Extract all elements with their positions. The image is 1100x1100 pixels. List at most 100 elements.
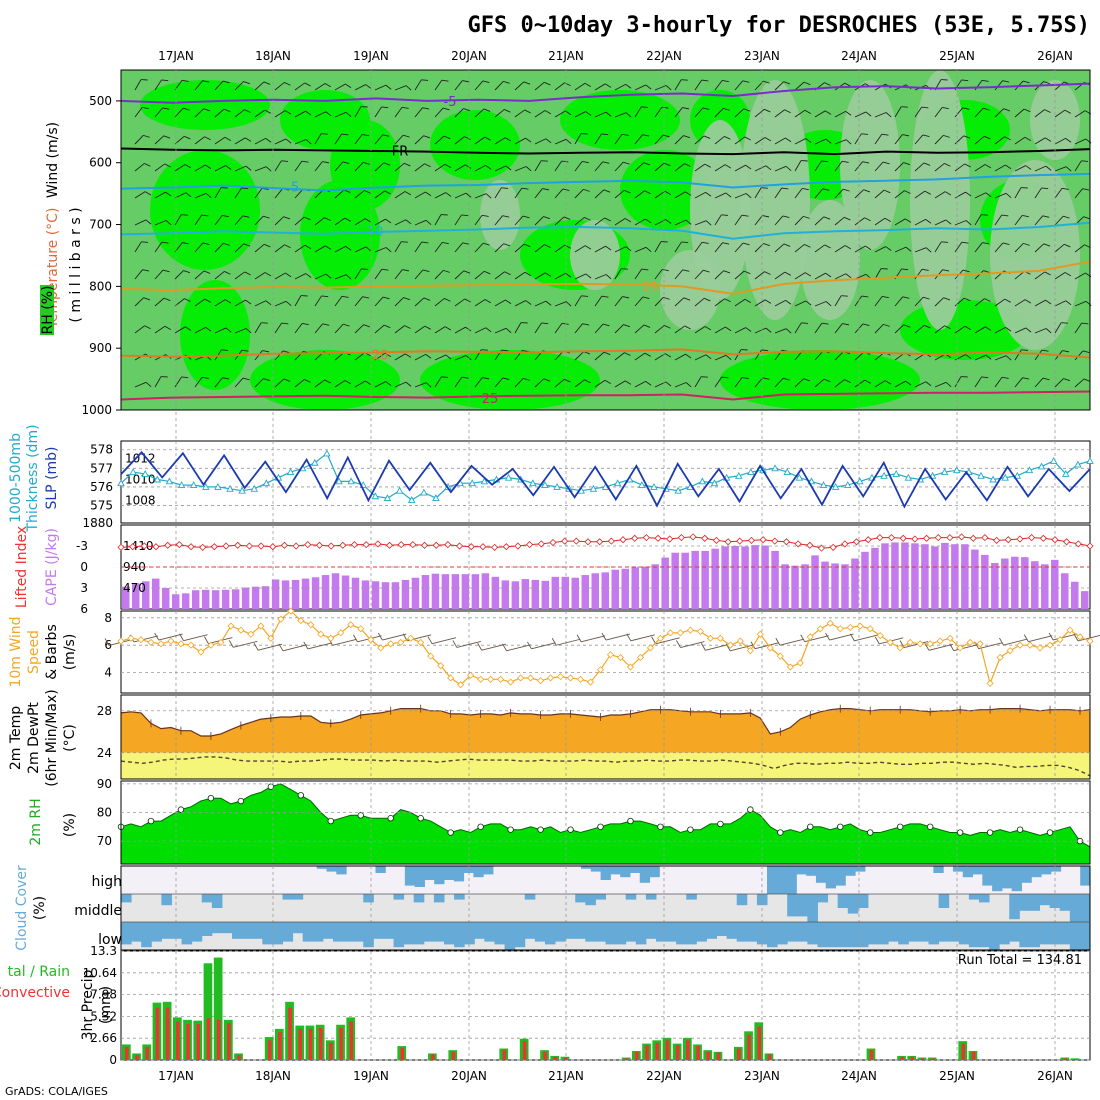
- wind-barb-shaft: [834, 295, 842, 307]
- rh-region: [990, 160, 1080, 350]
- rh-region: [570, 220, 620, 290]
- top-date-label: 17JAN: [158, 49, 194, 63]
- wind-barb-flag: [724, 164, 732, 169]
- wind-barb: [194, 214, 209, 226]
- wind-barb-flag: [905, 246, 912, 252]
- wind-barb: [734, 214, 749, 226]
- cape-bar: [971, 549, 979, 609]
- wind-barb: [354, 218, 372, 226]
- wind-barb-shaft: [614, 189, 625, 199]
- cape-bar: [791, 565, 799, 609]
- wind-barb-flag: [643, 162, 651, 166]
- wind-barb-flag: [765, 165, 772, 171]
- wind-barb-shaft: [1034, 328, 1047, 334]
- wind-barb-flag: [425, 353, 432, 359]
- wind10-barb: [1053, 633, 1078, 641]
- cloud-low-bar: [898, 922, 909, 945]
- wind-barb-flag: [782, 215, 790, 219]
- wind-barb: [454, 80, 470, 91]
- wind-barb: [434, 107, 450, 118]
- wind-barb: [934, 325, 951, 334]
- cross-section-frame: [120, 69, 1091, 411]
- cloud-high-bar: [424, 866, 435, 880]
- wind-barb: [914, 381, 932, 388]
- wind-barb: [414, 325, 431, 334]
- wind-barb-shaft: [354, 84, 366, 91]
- wind-barb-flag: [442, 107, 450, 111]
- wind-barb-shaft: [334, 323, 344, 334]
- wind-barb-flag: [585, 111, 592, 116]
- precip-convective-bar: [665, 1040, 670, 1060]
- wind-barb-shaft: [194, 192, 207, 199]
- precip-tick-label: 5.32: [90, 1009, 117, 1023]
- precip-convective-bar: [196, 1023, 201, 1060]
- wind-barb-shaft: [294, 323, 303, 334]
- wind-barb-shaft: [694, 242, 703, 253]
- wind-barb-shaft: [374, 268, 383, 280]
- wind10-point: [287, 607, 295, 615]
- wind-barb: [294, 379, 311, 388]
- wind10-tick-label: 4: [104, 666, 112, 680]
- cloud-low-bar: [696, 922, 707, 942]
- wind-barb: [214, 108, 231, 118]
- precip-convective-bar: [655, 1042, 660, 1060]
- wind-barb-shaft: [814, 216, 825, 226]
- wind10-barb: [754, 642, 780, 650]
- wind-barb-flag: [1081, 322, 1089, 325]
- wind-barb-flag: [163, 297, 171, 302]
- thickness-point: [783, 468, 791, 476]
- label-cloud-1: Cloud Cover: [14, 865, 30, 951]
- cape-tick-label: 940: [123, 560, 146, 574]
- thickness-point: [1001, 473, 1009, 481]
- wind-barb: [1054, 187, 1069, 199]
- wind-barb: [194, 242, 210, 253]
- wind-barb-shaft: [534, 110, 546, 118]
- wind-barb-shaft: [494, 187, 502, 199]
- wind-barb: [154, 135, 171, 145]
- wind-barb: [234, 243, 251, 253]
- wind-barb-flag: [582, 323, 590, 326]
- wind-barb-shaft: [194, 326, 206, 334]
- wind-barb-shaft: [954, 325, 966, 334]
- wind-barb-shaft: [374, 84, 387, 91]
- wind-barb-shaft: [494, 271, 505, 280]
- wind-barb-shaft: [194, 298, 206, 307]
- wind-barb-flag: [344, 217, 351, 222]
- wind-barb: [814, 160, 829, 172]
- wind-barb-flag: [1025, 165, 1032, 170]
- wind-barb-flag: [862, 161, 870, 164]
- wind-barb-flag: [161, 79, 169, 82]
- wind-barb: [934, 134, 950, 145]
- wind-barb-flag: [241, 187, 249, 190]
- wind-barb-flag: [1022, 377, 1030, 380]
- wind-barb-shaft: [634, 268, 643, 280]
- wind-barb-shaft: [254, 378, 264, 388]
- cloud-low-bar: [585, 922, 596, 942]
- wind-barb: [414, 382, 432, 388]
- wind-barb-flag: [682, 269, 690, 272]
- wind-barb-shaft: [814, 350, 824, 361]
- wind-barb: [1034, 328, 1052, 334]
- wind-barb-shaft: [1054, 109, 1066, 118]
- wind10-barb-flag: [427, 636, 433, 644]
- wind-barb-flag: [384, 352, 392, 357]
- wind-barb: [494, 109, 511, 118]
- wind-barb: [594, 274, 612, 280]
- wind10-point: [357, 625, 365, 633]
- wind-barb-shaft: [454, 108, 464, 118]
- wind-barb-flag: [360, 106, 368, 108]
- wind-barb-flag: [843, 188, 850, 192]
- wind-barb: [954, 325, 972, 334]
- wind-barb-shaft: [1054, 322, 1062, 334]
- wind-barb: [694, 220, 712, 226]
- wind-barb-flag: [902, 296, 910, 299]
- wind-barb: [954, 163, 971, 172]
- wind-barb-flag: [764, 271, 771, 275]
- wind-barb-shaft: [454, 214, 462, 226]
- wind-barb: [134, 381, 152, 388]
- wind10-point: [307, 621, 315, 629]
- cape-bar: [131, 583, 140, 609]
- cloud-low-bar: [686, 922, 697, 945]
- wind-barb-flag: [440, 214, 448, 216]
- pressure-tick-label: 700: [89, 218, 112, 232]
